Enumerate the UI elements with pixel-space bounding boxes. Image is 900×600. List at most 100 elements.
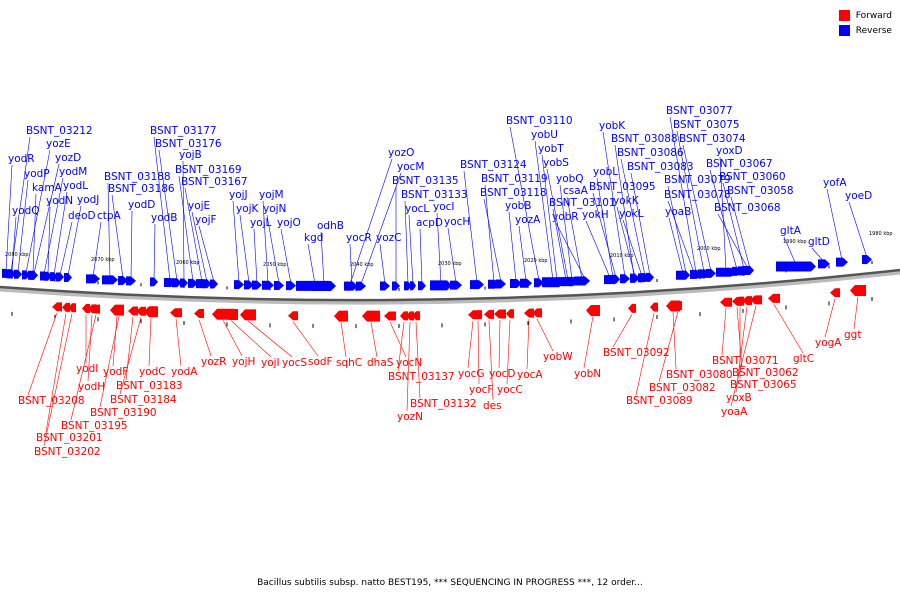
gene-arrow[interactable]	[86, 274, 100, 284]
gene-arrow[interactable]	[202, 279, 212, 289]
reverse-gene[interactable]: yojN	[263, 203, 286, 290]
reverse-gene[interactable]: BSNT_03119	[481, 173, 548, 289]
gene-arrow[interactable]	[586, 304, 600, 316]
reverse-gene[interactable]: yocL	[405, 203, 429, 291]
gene-arrow[interactable]	[234, 280, 244, 290]
gene-arrow[interactable]	[494, 309, 506, 319]
reverse-gene[interactable]: yocR	[346, 232, 372, 291]
gene-arrow[interactable]	[362, 310, 380, 322]
gene-arrow[interactable]	[690, 270, 698, 280]
gene-arrow[interactable]	[470, 280, 484, 290]
gene-arrow[interactable]	[830, 288, 840, 298]
forward-gene[interactable]: yocC	[497, 309, 523, 396]
gene-arrow[interactable]	[312, 281, 336, 292]
forward-gene[interactable]: BSNT_03137	[388, 311, 455, 383]
gene-arrow[interactable]	[532, 308, 542, 318]
gene-arrow[interactable]	[484, 309, 494, 319]
gene-arrow[interactable]	[534, 278, 544, 288]
reverse-gene[interactable]: BSNT_03074	[679, 133, 746, 278]
gene-arrow[interactable]	[392, 281, 400, 291]
forward-gene[interactable]: yodI	[76, 304, 98, 375]
gene-arrow[interactable]	[418, 281, 426, 291]
forward-gene[interactable]: yodF	[103, 304, 128, 378]
reverse-gene[interactable]: BSNT_03169	[175, 164, 242, 288]
forward-gene[interactable]: des	[483, 309, 502, 412]
gene-arrow[interactable]	[706, 268, 716, 278]
gene-arrow[interactable]	[836, 257, 848, 267]
gene-arrow[interactable]	[180, 278, 188, 288]
gene-arrow[interactable]	[62, 302, 70, 312]
forward-gene[interactable]: yocA	[517, 308, 543, 381]
gene-arrow[interactable]	[126, 276, 136, 286]
gene-arrow[interactable]	[170, 308, 182, 318]
gene-arrow[interactable]	[92, 304, 100, 314]
reverse-gene[interactable]: yobR	[552, 211, 590, 286]
forward-gene[interactable]: dhaS	[362, 310, 394, 369]
forward-gene[interactable]: BSNT_03092	[603, 303, 670, 359]
forward-gene[interactable]: BSNT_03089	[626, 302, 693, 407]
gene-arrow[interactable]	[562, 277, 570, 287]
reverse-gene[interactable]: gltD	[808, 236, 830, 269]
gene-arrow[interactable]	[628, 303, 636, 313]
gene-arrow[interactable]	[14, 269, 22, 279]
forward-gene[interactable]: yocG	[458, 310, 485, 380]
forward-gene[interactable]: BSNT_03082	[649, 301, 716, 394]
reverse-gene[interactable]: BSNT_03118	[480, 187, 547, 289]
gene-arrow[interactable]	[410, 281, 416, 291]
gene-arrow[interactable]	[510, 279, 522, 289]
gene-arrow[interactable]	[114, 305, 124, 315]
gene-arrow[interactable]	[172, 278, 182, 288]
reverse-gene[interactable]: yojE	[188, 200, 212, 289]
gene-arrow[interactable]	[630, 273, 640, 283]
forward-gene[interactable]: yocF	[469, 310, 493, 396]
gene-arrow[interactable]	[674, 301, 682, 311]
gene-arrow[interactable]	[102, 275, 118, 285]
gene-arrow[interactable]	[144, 306, 158, 318]
reverse-gene[interactable]: BSNT_03095	[589, 181, 656, 284]
gene-arrow[interactable]	[44, 271, 52, 281]
forward-gene[interactable]: gltC	[768, 293, 814, 365]
gene-arrow[interactable]	[52, 302, 62, 312]
gene-arrow[interactable]	[8, 269, 16, 279]
reverse-gene[interactable]: yojM	[259, 189, 284, 290]
gene-arrow[interactable]	[240, 309, 256, 321]
gene-arrow[interactable]	[28, 270, 38, 280]
gene-arrow[interactable]	[128, 306, 138, 316]
gene-arrow[interactable]	[612, 274, 620, 284]
reverse-gene[interactable]: gltA	[776, 225, 816, 272]
forward-gene[interactable]: sqhC	[334, 310, 362, 369]
gene-arrow[interactable]	[716, 267, 736, 277]
forward-gene[interactable]: BSNT_03184	[110, 306, 177, 406]
gene-arrow[interactable]	[244, 280, 254, 290]
gene-arrow[interactable]	[496, 279, 506, 289]
gene-arrow[interactable]	[150, 277, 158, 287]
reverse-gene[interactable]: yobB	[505, 200, 532, 289]
reverse-gene[interactable]: yozC	[376, 232, 401, 291]
forward-gene[interactable]: BSNT_03202	[34, 303, 101, 458]
forward-gene[interactable]: BSNT_03201	[36, 302, 103, 444]
gene-arrow[interactable]	[56, 272, 64, 282]
reverse-gene[interactable]: yokH	[582, 209, 616, 285]
gene-arrow[interactable]	[252, 280, 262, 290]
forward-gene[interactable]: BSNT_03080	[666, 300, 733, 381]
forward-gene[interactable]: sodF	[288, 311, 333, 368]
forward-gene[interactable]: yoxB	[726, 296, 752, 404]
reverse-gene[interactable]: yokK	[613, 195, 640, 283]
gene-arrow[interactable]	[474, 310, 482, 320]
reverse-gene[interactable]: yoeD	[845, 190, 872, 265]
gene-arrow[interactable]	[580, 276, 590, 286]
reverse-gene[interactable]: yojL	[250, 217, 272, 290]
forward-gene[interactable]: yozR	[194, 309, 226, 368]
reverse-gene[interactable]: BSNT_03124	[460, 159, 527, 290]
reverse-gene[interactable]: yocI	[430, 201, 455, 291]
forward-gene[interactable]: yodH	[78, 304, 105, 393]
reverse-gene[interactable]: yocM	[356, 161, 424, 291]
gene-arrow[interactable]	[194, 309, 204, 319]
reverse-gene[interactable]: yodD	[126, 199, 155, 286]
reverse-gene[interactable]: BSNT_03079	[664, 174, 731, 280]
forward-gene[interactable]: BSNT_03071	[712, 297, 779, 367]
gene-arrow[interactable]	[118, 275, 128, 285]
reverse-gene[interactable]: BSNT_03133	[401, 189, 468, 291]
reverse-gene[interactable]: yokL	[619, 208, 646, 283]
gene-arrow[interactable]	[742, 296, 752, 306]
